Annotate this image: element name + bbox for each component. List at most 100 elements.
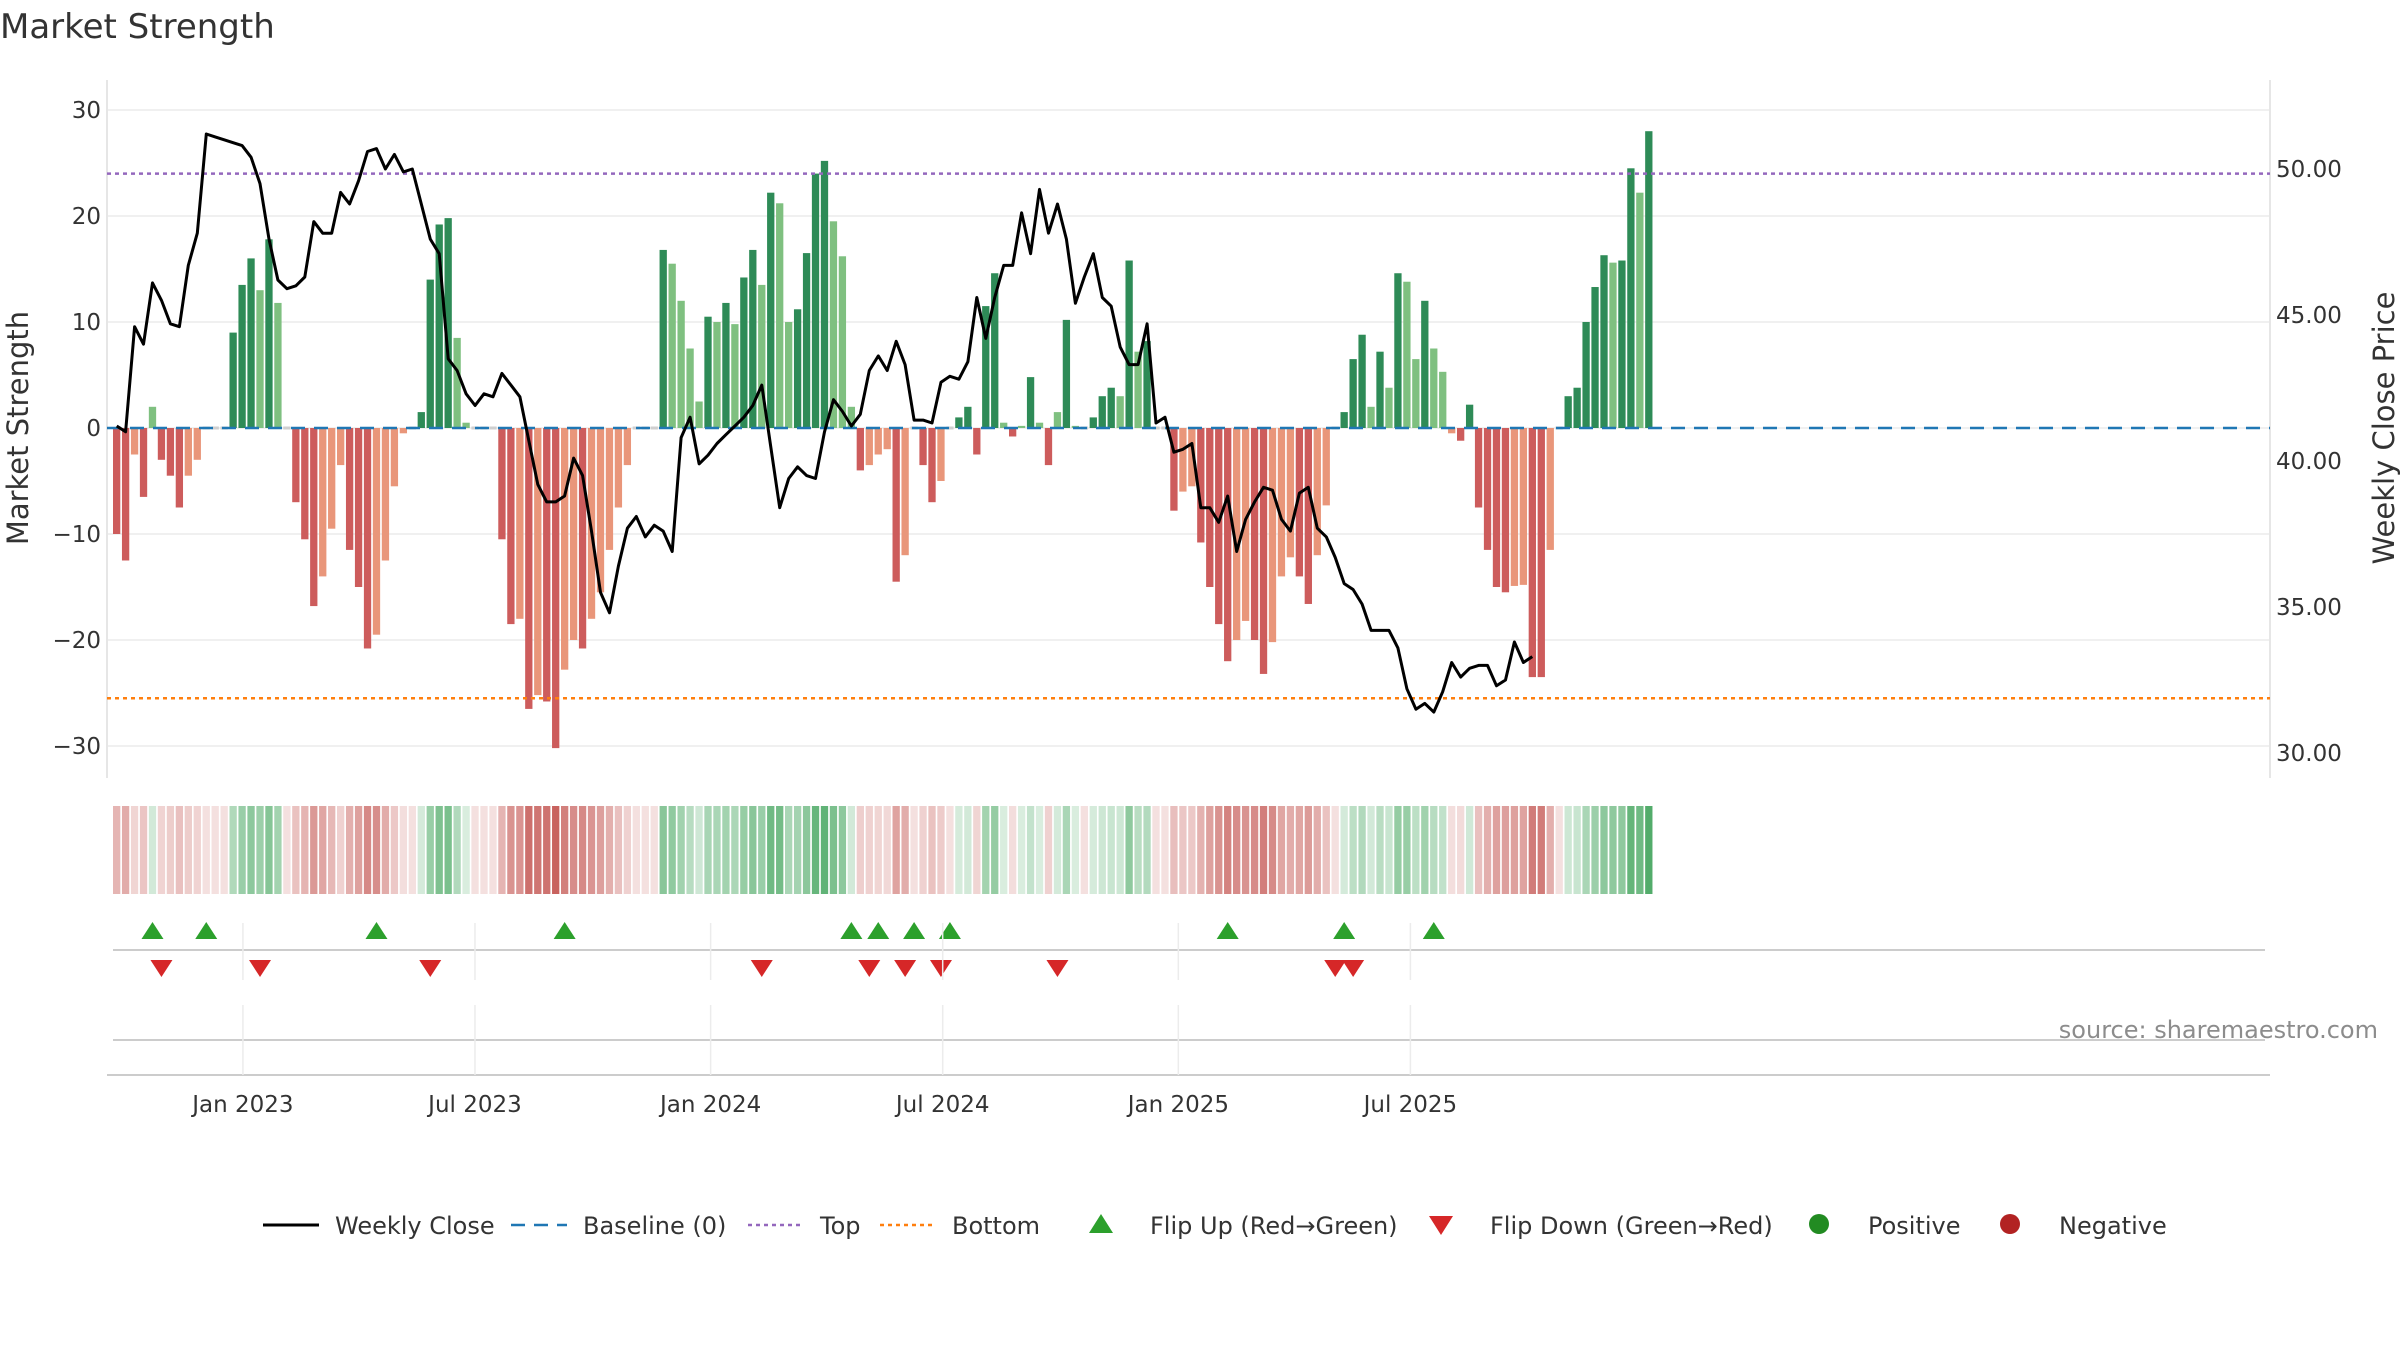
strength-bar <box>561 428 569 670</box>
x-tick-label: Jan 2025 <box>1126 1092 1229 1118</box>
heat-cell <box>1528 806 1536 894</box>
strength-bar <box>1349 359 1357 428</box>
heat-cell <box>1089 806 1097 894</box>
x-tick-label: Jul 2025 <box>1362 1092 1458 1118</box>
heat-cell <box>301 806 309 894</box>
strength-bar <box>1492 428 1501 587</box>
heat-cell <box>1645 806 1653 894</box>
strength-bar <box>865 428 873 466</box>
strength-bar <box>1044 428 1053 466</box>
heat-cell <box>1161 806 1169 894</box>
reference-lines <box>107 172 2270 700</box>
heat-cell <box>381 806 390 894</box>
strength-bar <box>919 428 927 466</box>
strength-bar <box>1564 396 1572 428</box>
heat-cell <box>113 806 121 894</box>
strength-bar <box>659 249 667 428</box>
heat-cell <box>1510 806 1519 894</box>
legend-label-baseline: Baseline (0) <box>583 1212 726 1240</box>
strength-bar <box>964 406 972 428</box>
flip-down-marker <box>1046 960 1069 977</box>
strength-bar <box>973 428 981 455</box>
heat-cell <box>417 806 425 894</box>
heat-cell <box>498 806 506 894</box>
strength-bar <box>1313 428 1321 556</box>
heat-cell <box>578 806 587 894</box>
flip-up-marker <box>365 922 388 939</box>
y-tick-right: 30.00 <box>2276 741 2342 767</box>
strength-bars <box>113 131 1653 749</box>
weekly-close-line <box>115 132 1534 714</box>
heat-cell <box>596 806 605 894</box>
heat-cell <box>1026 806 1035 894</box>
heat-cell <box>229 806 237 894</box>
strength-bar <box>1528 428 1536 678</box>
heat-cell <box>543 806 551 894</box>
heat-cell <box>139 806 148 894</box>
heat-cell <box>310 806 318 894</box>
strength-bar <box>1609 262 1617 428</box>
heat-cell <box>1206 806 1214 894</box>
strength-bar <box>1501 428 1510 593</box>
strength-bar <box>838 256 847 428</box>
heat-cell <box>1143 806 1151 894</box>
strength-bar <box>1197 428 1205 543</box>
heat-cell <box>749 806 757 894</box>
strength-bar <box>328 428 336 529</box>
strength-bar <box>121 428 130 561</box>
heat-cell <box>1519 806 1528 894</box>
strength-bar <box>552 428 560 749</box>
heat-cell <box>937 806 945 894</box>
strength-bar <box>292 428 300 503</box>
strength-bar <box>1645 131 1653 428</box>
y-tick-left: 20 <box>72 204 101 230</box>
heat-cell <box>785 806 793 894</box>
strength-bar <box>1233 428 1241 640</box>
heat-cell <box>1430 806 1438 894</box>
heat-cell <box>1555 806 1563 894</box>
heat-cell <box>148 806 157 894</box>
x-tick-label: Jul 2023 <box>426 1092 522 1118</box>
strength-bar <box>1636 192 1644 428</box>
heat-cell <box>1017 806 1026 894</box>
strength-bar <box>1537 428 1545 678</box>
strength-bar <box>820 160 829 428</box>
heat-cell <box>623 806 632 894</box>
heat-cell <box>1053 806 1062 894</box>
strength-bar <box>1322 428 1330 506</box>
heat-cell <box>641 806 649 894</box>
heat-cell <box>1474 806 1483 894</box>
flip-up-marker <box>553 922 576 939</box>
y-tick-right: 50.00 <box>2276 157 2342 183</box>
strength-bar <box>256 290 264 428</box>
heat-cell <box>740 806 748 894</box>
strength-bar <box>955 417 963 428</box>
flip-up-marker <box>903 922 926 939</box>
strength-bar <box>354 428 363 587</box>
legend-label-flip-up: Flip Up (Red→Green) <box>1150 1212 1398 1240</box>
heat-cell <box>650 806 658 894</box>
heat-cell <box>480 806 488 894</box>
source-credit: source: sharemaestro.com <box>2059 1016 2378 1044</box>
heat-cell <box>453 806 461 894</box>
heat-cell <box>130 806 139 894</box>
flip-down-marker <box>858 960 881 977</box>
y-tick-right: 40.00 <box>2276 449 2342 475</box>
strength-bar <box>1457 428 1465 441</box>
flip-up-marker <box>840 922 863 939</box>
heat-cell <box>892 806 900 894</box>
heat-cell <box>1268 806 1277 894</box>
heat-cell <box>193 806 201 894</box>
legend-symbol-negative <box>2000 1214 2020 1234</box>
flip-up-marker <box>1333 922 1356 939</box>
strength-bar <box>1412 359 1420 428</box>
heat-cell <box>184 806 192 894</box>
strength-bar <box>247 258 255 428</box>
strength-bar <box>489 426 497 430</box>
heat-cell <box>1000 806 1008 894</box>
strength-bar <box>623 428 632 466</box>
strength-bar <box>1000 422 1008 428</box>
heat-cell <box>569 806 578 894</box>
heat-cell <box>283 806 291 894</box>
heat-cell <box>713 806 721 894</box>
